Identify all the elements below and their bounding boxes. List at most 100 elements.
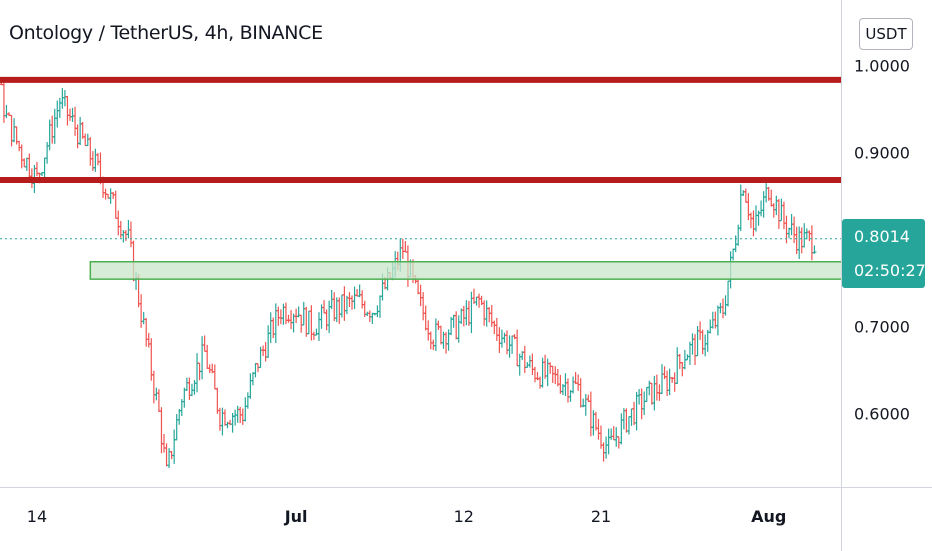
price-bar-up [606,428,611,455]
price-bar-up [52,108,57,144]
price-bar-down [50,115,55,144]
price-bar-down [639,388,644,420]
price-bar-up [126,220,131,239]
price-bar-down [522,345,527,373]
currency-button[interactable]: USDT [859,18,913,50]
price-bar-up [220,407,225,436]
price-bar-up [510,335,515,354]
price-bar-up [804,228,809,240]
price-bar-down [146,332,151,348]
price-bar-up [78,116,83,146]
price-bar-down [743,188,748,203]
price-bar-down [156,389,161,413]
price-bar-up [690,333,695,355]
price-bar-down [769,189,774,207]
price-bar-down [428,331,433,350]
price-bar-up [687,341,692,365]
price-bar-down [576,374,581,391]
price-bar-up [667,368,672,396]
price-bar-up [24,157,29,172]
price-bar-down [19,144,24,169]
price-bar-up [141,312,146,325]
price-bar-down [355,289,360,297]
bar-countdown: 02:50:27 [854,260,926,280]
price-bar-down [781,201,786,230]
price-bar-up [370,312,375,325]
price-bar-up [456,315,461,343]
price-bar-down [347,292,352,307]
price-bar-down [477,293,482,308]
price-bar-down [426,320,431,341]
price-bar-up [70,107,75,123]
price-bar-up [167,448,172,468]
price-bar-down [494,317,499,341]
last-price-label: 0.8014 02:50:27 [842,218,926,288]
price-bar-up [306,310,311,335]
price-bar-up [177,408,182,425]
price-bar-down [322,300,327,314]
price-bar-down [286,314,291,323]
price-bar-down [332,292,337,322]
price-bar-up [182,387,187,408]
price-bar-up [797,226,802,260]
price-bar-up [571,376,576,394]
price-bar-down [751,210,756,237]
price-bar-up [619,413,624,445]
price-bar-down [776,199,781,229]
price-bar-down [309,305,314,341]
price-bar-up [705,329,710,352]
price-bar-down [111,192,116,199]
time-axis[interactable] [0,487,841,551]
price-bar-down [278,309,283,325]
price-bar-up [253,363,258,378]
price-bar-down [34,161,39,177]
price-bar-down [543,354,548,379]
price-bar-down [342,286,347,321]
price-bar-up [761,191,766,218]
price-bar-down [17,140,22,152]
price-bar-up [502,332,507,343]
price-bar-down [113,190,118,219]
chart-area[interactable] [0,0,841,487]
price-bar-up [339,294,344,318]
price-bar-down [159,407,164,454]
price-bar-down [217,407,222,431]
price-bar-down [444,332,449,354]
price-bar-down [271,317,276,339]
price-bar-up [200,336,205,380]
price-bar-down [418,284,423,307]
price-bar-down [311,331,316,340]
price-bar-down [431,339,436,351]
price-bar-down [596,418,601,440]
price-bar-down [144,318,149,347]
price-bar-up [715,305,720,336]
price-bar-down [304,306,309,337]
price-bar-up [642,391,647,415]
price-bar-down [299,314,304,333]
price-bar-down [497,327,502,353]
price-bar-up [774,195,779,215]
price-bar-down [578,378,583,408]
price-bar-down [550,365,555,383]
price-bar-down [263,342,268,362]
price-bar-up [192,379,197,395]
price-bar-down [588,391,593,437]
price-bar-down [205,344,210,369]
price-bar-up [327,300,332,334]
price-bar-up [172,429,177,464]
price-bar-up [85,133,90,147]
price-bar-up [609,428,614,440]
price-bar-down [337,297,342,324]
price-bar-down [139,294,144,328]
price-bar-down [487,307,492,323]
price-bar-down [403,241,408,253]
price-bar-down [720,298,725,319]
price-bar-down [116,210,121,236]
candlestick-chart[interactable] [0,0,841,487]
price-bar-up [621,408,626,430]
price-bar-up [634,391,639,431]
price-bar-up [718,302,723,314]
price-bar-up [563,373,568,397]
price-bar-up [731,248,736,261]
time-tick-label: Aug [751,507,787,526]
